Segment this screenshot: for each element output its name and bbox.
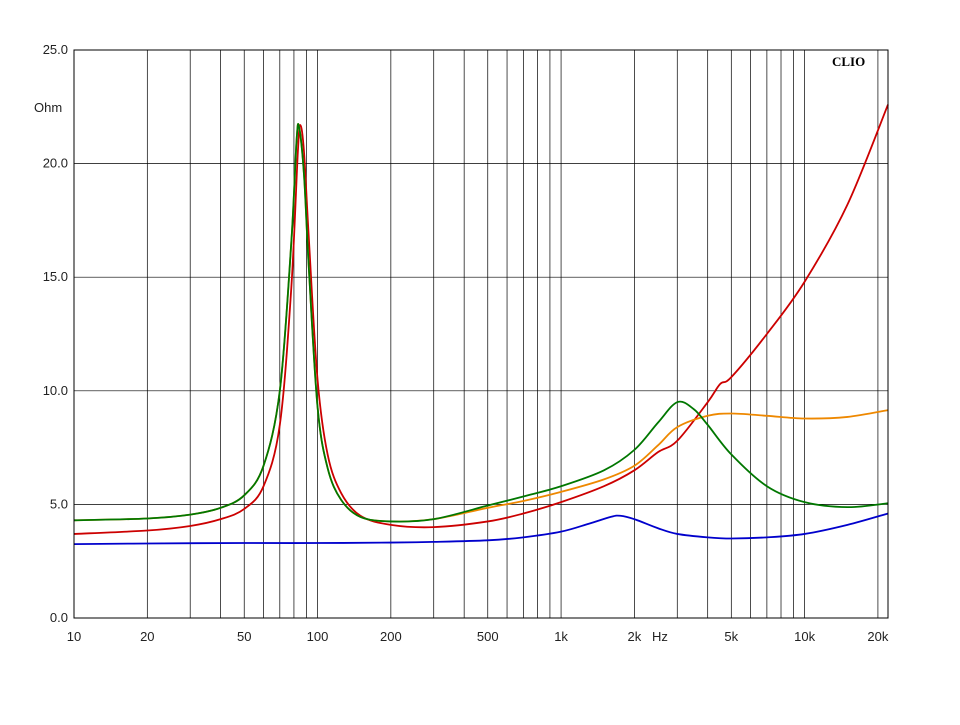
y-tick-label: 10.0 xyxy=(43,383,68,398)
x-tick-label: 1k xyxy=(554,629,568,644)
x-tick-label: 200 xyxy=(380,629,402,644)
y-tick-label: 5.0 xyxy=(50,496,68,511)
x-tick-label: 10k xyxy=(794,629,815,644)
series-layer xyxy=(73,104,889,546)
x-tick-label: 20k xyxy=(867,629,888,644)
x-tick-label: 10 xyxy=(67,629,81,644)
y-tick-label: 0.0 xyxy=(50,610,68,625)
x-tick-label: 2k xyxy=(628,629,642,644)
plot-frame xyxy=(73,49,889,619)
x-tick-label: 20 xyxy=(140,629,154,644)
y-tick-label: 15.0 xyxy=(43,269,68,284)
x-tick-label: 50 xyxy=(237,629,251,644)
y-unit-label: Ohm xyxy=(34,100,62,115)
clio-brand: CLIO xyxy=(832,54,865,69)
series-line-4 xyxy=(73,123,889,523)
x-unit-label: Hz xyxy=(652,629,668,644)
x-axis-labels: 10 20 50 100 200 500 1k 2k 5k 10k 20k xyxy=(67,629,889,644)
grid xyxy=(74,50,888,618)
y-tick-label: 25.0 xyxy=(43,42,68,57)
x-tick-label: 5k xyxy=(724,629,738,644)
y-axis-labels: 0.0 5.0 10.0 15.0 20.0 25.0 xyxy=(43,42,68,625)
x-tick-label: 100 xyxy=(307,629,329,644)
y-tick-label: 20.0 xyxy=(43,156,68,171)
series-line-1 xyxy=(73,512,889,546)
x-tick-label: 500 xyxy=(477,629,499,644)
series-line-2 xyxy=(73,104,889,535)
